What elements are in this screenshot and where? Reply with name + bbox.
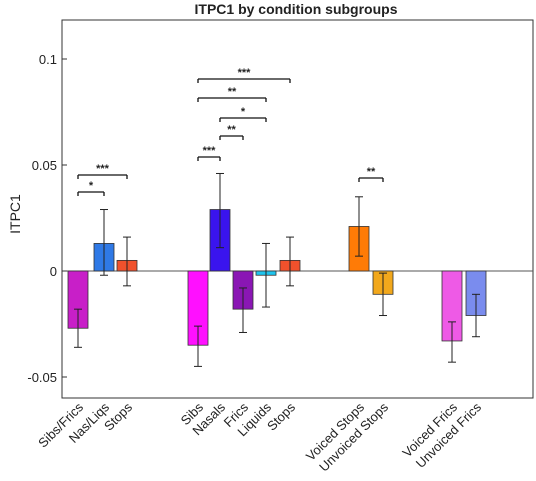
bars — [67, 209, 487, 346]
y-ticks: -0.05 0 0.05 0.1 — [27, 52, 67, 385]
category-label: Stops — [264, 399, 298, 433]
y-tick-label: -0.05 — [27, 370, 57, 385]
significance-stars: * — [89, 180, 94, 192]
error-bars — [74, 172, 480, 367]
y-axis-label: ITPC1 — [7, 194, 23, 234]
y-tick-label: 0.1 — [39, 52, 57, 67]
significance-stars: *** — [96, 163, 110, 175]
significance-brackets: ***************** — [77, 67, 384, 196]
significance-stars: * — [241, 106, 246, 118]
y-tick-label: 0 — [50, 264, 57, 279]
chart-title: ITPC1 by condition subgroups — [195, 1, 398, 17]
significance-stars: *** — [238, 67, 252, 79]
significance-stars: ** — [227, 124, 236, 136]
significance-stars: ** — [228, 86, 237, 98]
plot-frame — [61, 19, 534, 399]
significance-stars: ** — [367, 166, 376, 178]
significance-stars: *** — [203, 145, 217, 157]
y-tick-label: 0.05 — [32, 158, 57, 173]
